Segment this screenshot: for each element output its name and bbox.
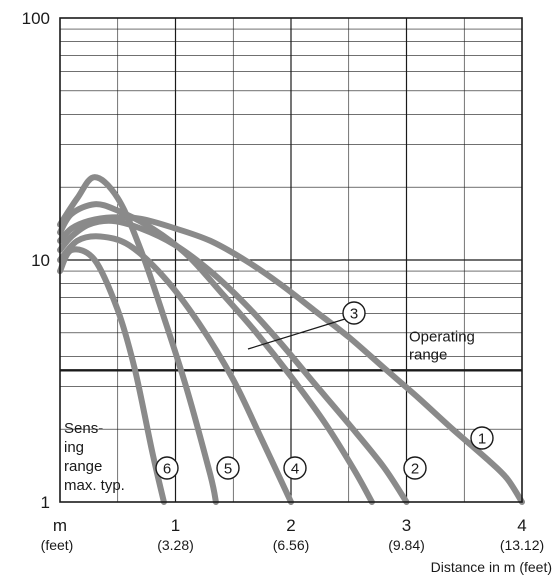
- callout-number: 2: [411, 461, 419, 478]
- x-tick-sub-label: (13.12): [500, 537, 544, 553]
- callout-number: 1: [478, 431, 486, 448]
- x-tick-label: 4: [517, 516, 526, 535]
- callout-number: 4: [291, 461, 299, 478]
- x-tick-sub-label: (3.28): [157, 537, 194, 553]
- grid: [60, 18, 522, 502]
- y-tick-label: 10: [31, 251, 50, 270]
- x-tick-sub-label: (9.84): [388, 537, 425, 553]
- x-tick-labels: m (feet) 1 (3.28) 2 (6.56) 3 (9.84) 4 (13.12) Dist…: [41, 516, 552, 575]
- callout-leader: [247, 318, 346, 350]
- y-tick-label: 1: [41, 493, 50, 512]
- sensing-range-label: range: [64, 458, 102, 475]
- callout-number: 6: [163, 461, 171, 478]
- x-tick-sub-label: (6.56): [273, 537, 310, 553]
- curve-series-2: [57, 217, 410, 505]
- sensing-range-label: Sens-: [64, 420, 103, 437]
- callout-circle: [283, 456, 307, 480]
- callout-circle: [155, 456, 179, 480]
- x-unit-label: m: [53, 516, 67, 535]
- operating-range-label: range: [409, 346, 447, 363]
- curve-series-4: [57, 233, 294, 505]
- curve-series-3: [57, 201, 375, 505]
- callout-circle: [470, 426, 494, 450]
- callout-number: 3: [350, 306, 358, 323]
- x-unit-sub-label: (feet): [41, 537, 74, 553]
- curves: [57, 174, 525, 505]
- x-tick-label: 3: [402, 516, 411, 535]
- x-tick-label: 2: [286, 516, 295, 535]
- y-tick-label: 100: [22, 9, 50, 28]
- callout-number: 5: [224, 461, 232, 478]
- sensing-range-label: max. typ.: [64, 477, 125, 494]
- curve-series-5: [57, 174, 219, 505]
- curve-series-6: [57, 246, 167, 505]
- x-axis-title: Distance in m (feet): [431, 559, 552, 575]
- callout-circle: [216, 456, 240, 480]
- y-tick-labels: 1 10 100: [22, 9, 50, 512]
- sensing-range-label: ing: [64, 439, 84, 456]
- callout-circle: [403, 456, 427, 480]
- operating-range-label: Operating: [409, 328, 475, 345]
- plot-frame: [59, 17, 523, 503]
- x-tick-label: 1: [171, 516, 180, 535]
- callout-circle: [342, 301, 366, 325]
